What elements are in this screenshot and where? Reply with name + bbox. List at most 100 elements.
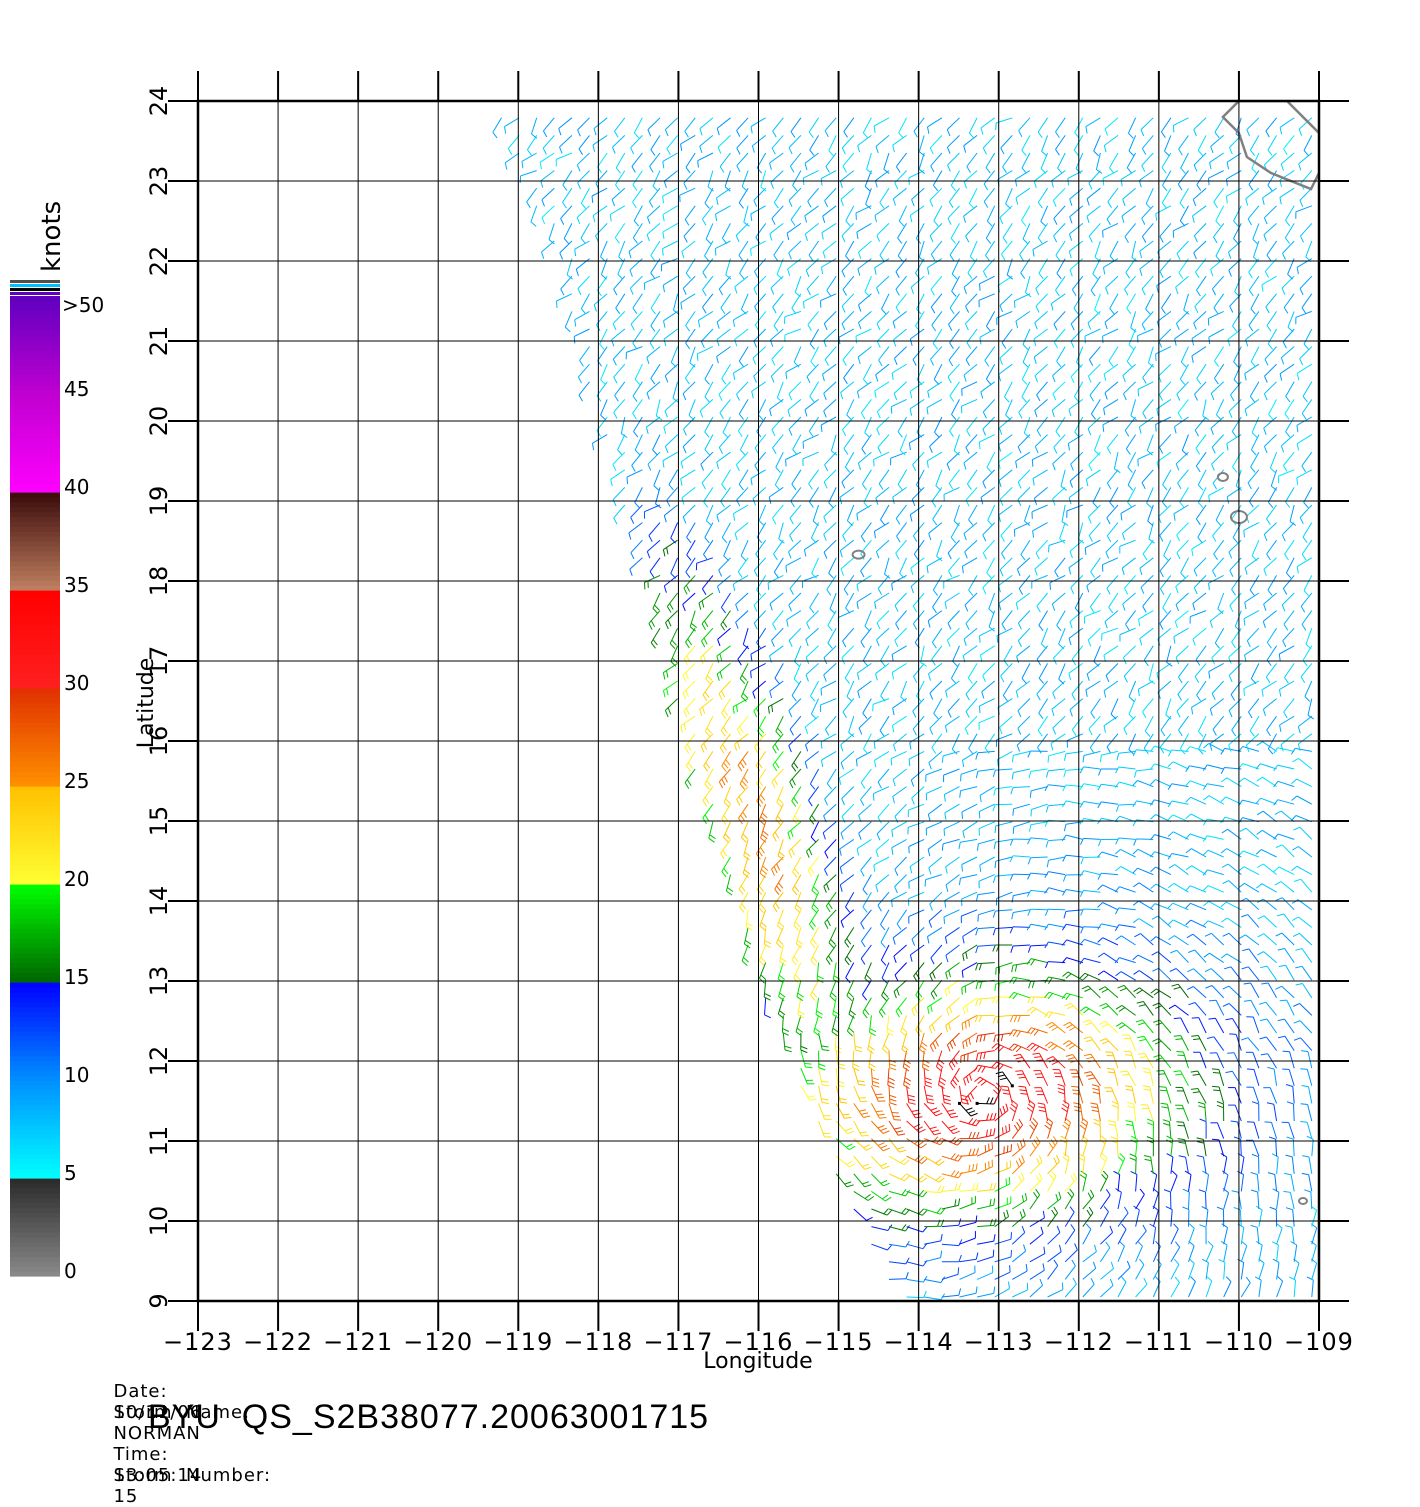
wind-barb-feather	[1093, 503, 1098, 508]
wind-barb	[654, 470, 660, 486]
wind-barb-feather	[1284, 308, 1288, 314]
colorbar-segment	[10, 943, 60, 949]
wind-barb-feather	[842, 799, 845, 805]
wind-barb	[1159, 1039, 1171, 1051]
wind-barb-feather	[1192, 707, 1193, 714]
wind-barb-feather	[1284, 624, 1288, 630]
wind-barb-feather	[630, 270, 633, 277]
wind-barb-feather	[999, 428, 1001, 435]
rain-flag-marker	[976, 1102, 979, 1105]
wind-barb-feather	[1024, 1245, 1026, 1252]
wind-barb	[810, 593, 819, 608]
wind-barb-feather	[976, 1036, 978, 1043]
wind-barb-feather	[951, 1137, 956, 1142]
wind-barb-feather	[980, 1035, 982, 1042]
wind-barb	[1298, 734, 1312, 744]
wind-barb-feather	[710, 835, 716, 839]
wind-barb	[1143, 540, 1153, 554]
wind-barb-feather	[1144, 1156, 1151, 1158]
wind-barb-feather	[841, 745, 843, 752]
wind-barb-feather	[742, 961, 747, 966]
wind-barb-feather	[574, 336, 575, 343]
wind-barb	[1033, 523, 1048, 531]
wind-barb-feather	[911, 586, 913, 593]
wind-barb-feather	[1080, 871, 1084, 877]
wind-barb-feather	[1143, 413, 1147, 419]
wind-barb-feather	[865, 292, 870, 297]
wind-barb-feather	[1064, 770, 1066, 777]
wind-barb	[1054, 311, 1065, 324]
wind-barb-feather	[1216, 415, 1221, 420]
wind-barb	[878, 435, 889, 448]
wind-barb-feather	[826, 959, 830, 965]
colorbar-segment	[10, 1252, 60, 1258]
wind-barb-feather	[1163, 1123, 1170, 1125]
wind-barb-feather	[1045, 1042, 1051, 1046]
wind-barb-feather	[1063, 1157, 1069, 1161]
wind-barb-feather	[649, 536, 652, 542]
wind-barb-feather	[1223, 1004, 1229, 1007]
wind-barb-feather	[994, 1128, 995, 1135]
wind-barb-feather	[950, 1042, 953, 1048]
wind-barb	[895, 593, 907, 605]
colorbar-segment	[10, 791, 60, 797]
wind-barb-feather	[1051, 304, 1053, 311]
wind-barb-feather	[876, 552, 879, 559]
wind-barb	[978, 910, 994, 915]
wind-barb	[1138, 955, 1153, 963]
wind-barb-feather	[759, 728, 764, 733]
wind-barb	[1241, 1283, 1250, 1297]
wind-barb-feather	[937, 1208, 941, 1213]
wind-barb-feather	[1116, 972, 1122, 976]
wind-barb	[931, 276, 942, 289]
wind-barb-feather	[1110, 309, 1115, 314]
wind-barb	[1065, 1179, 1076, 1192]
wind-barb	[1129, 699, 1136, 715]
wind-barb-feather	[855, 1046, 862, 1048]
wind-barb	[996, 787, 1013, 789]
wind-barb	[770, 329, 783, 340]
wind-barb	[598, 347, 608, 361]
wind-barb-feather	[740, 679, 745, 684]
wind-barb	[930, 892, 942, 904]
wind-barb	[1302, 294, 1312, 308]
wind-barb-feather	[1009, 1124, 1010, 1131]
wind-barb-feather	[649, 623, 652, 629]
wind-barb-feather	[1297, 478, 1298, 485]
wind-barb	[1216, 399, 1223, 414]
wind-barb-feather	[684, 588, 687, 594]
wind-barb-feather	[872, 1081, 879, 1083]
wind-barb	[968, 663, 977, 678]
wind-barb-feather	[1011, 1232, 1012, 1239]
wind-barb	[793, 435, 801, 450]
wind-barb-feather	[739, 414, 743, 420]
wind-barb-feather	[721, 853, 725, 859]
wind-barb	[1206, 1246, 1213, 1262]
wind-barb	[1017, 646, 1030, 657]
wind-barb-feather	[966, 306, 969, 312]
wind-barb-feather	[1064, 1022, 1070, 1025]
wind-barb	[865, 611, 872, 627]
wind-barb-feather	[1260, 1019, 1267, 1021]
wind-barb	[1197, 681, 1207, 695]
wind-barb-feather	[822, 1046, 829, 1047]
wind-barb-feather	[1174, 987, 1181, 989]
wind-barb	[944, 822, 959, 829]
wind-barb-feather	[1000, 306, 1003, 313]
wind-barb-feather	[1022, 397, 1027, 402]
wind-barb	[785, 329, 801, 335]
wind-barb	[1097, 1104, 1100, 1121]
wind-barb	[697, 558, 713, 563]
wind-barb-feather	[1302, 466, 1306, 472]
wind-barb	[911, 769, 924, 780]
wind-barb-feather	[1150, 764, 1154, 770]
wind-barb	[969, 505, 978, 520]
wind-barb-feather	[862, 449, 866, 455]
wind-barb-feather	[1088, 323, 1091, 330]
wind-barb-feather	[1053, 728, 1056, 734]
wind-barb	[896, 540, 907, 553]
wind-barb	[689, 399, 695, 415]
wind-barb-feather	[973, 1164, 974, 1171]
wind-barb-feather	[1156, 425, 1157, 432]
wind-barb	[1259, 1263, 1264, 1279]
